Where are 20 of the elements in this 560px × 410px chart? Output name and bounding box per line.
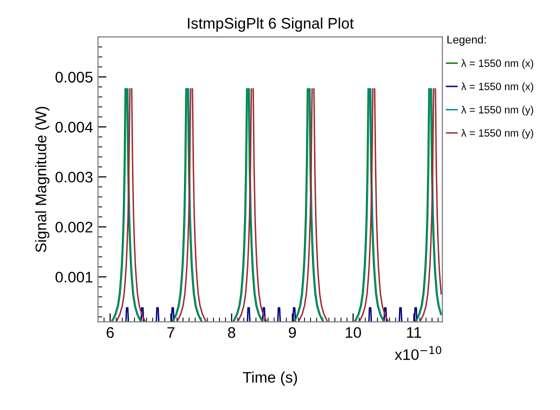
text: x10$^{−10}$ (394, 346, 442, 360)
x-axis-title: Time (s) (242, 372, 297, 386)
legend-label: λ = 1550 nm (x) (461, 59, 534, 69)
y-axis-title: Signal Magnitude (W) (35, 106, 50, 252)
x-tick-label: 11 (407, 327, 422, 338)
legend-title: Legend: (447, 35, 486, 46)
legend-label: λ = 1550 nm (y) (461, 106, 534, 116)
chart-title: IstmpSigPlt 6 Signal Plot (188, 17, 354, 32)
y-tick-label: 0.004 (56, 122, 93, 133)
legend-label: λ = 1550 nm (x) (461, 82, 534, 92)
x-tick-label: 6 (106, 327, 114, 338)
x-tick-label: 10 (346, 327, 362, 338)
y-tick-label: 0.002 (56, 222, 92, 233)
x-tick-label: 7 (167, 327, 174, 338)
x-tick-label: 9 (288, 327, 296, 338)
y-tick-label: 0.001 (56, 272, 92, 283)
x-tick-label: 8 (228, 327, 236, 338)
y-tick-label: 0.005 (56, 72, 92, 83)
legend-label: λ = 1550 nm (y) (461, 129, 534, 139)
y-tick-label: 0.003 (56, 172, 92, 183)
